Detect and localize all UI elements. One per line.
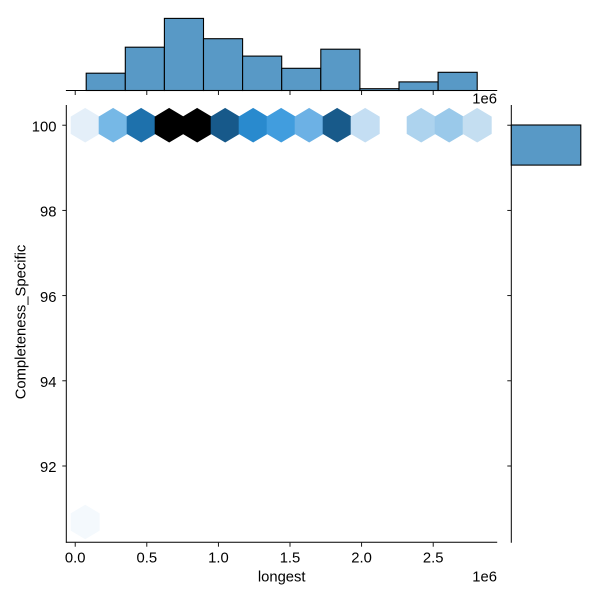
svg-text:2.0: 2.0 — [351, 551, 372, 567]
svg-text:0.5: 0.5 — [137, 551, 158, 567]
svg-text:96: 96 — [40, 290, 56, 306]
svg-text:1e6: 1e6 — [472, 569, 497, 585]
svg-text:100: 100 — [32, 119, 57, 135]
svg-text:1.5: 1.5 — [280, 551, 301, 567]
svg-text:1.0: 1.0 — [208, 551, 229, 567]
svg-text:92: 92 — [40, 460, 56, 476]
svg-text:1e6: 1e6 — [472, 92, 497, 108]
svg-text:2.5: 2.5 — [423, 551, 444, 567]
svg-text:94: 94 — [40, 375, 56, 391]
svg-text:0.0: 0.0 — [65, 551, 86, 567]
svg-text:longest: longest — [258, 570, 306, 586]
svg-text:Completeness_Specific: Completeness_Specific — [13, 244, 29, 399]
svg-text:98: 98 — [40, 205, 56, 221]
